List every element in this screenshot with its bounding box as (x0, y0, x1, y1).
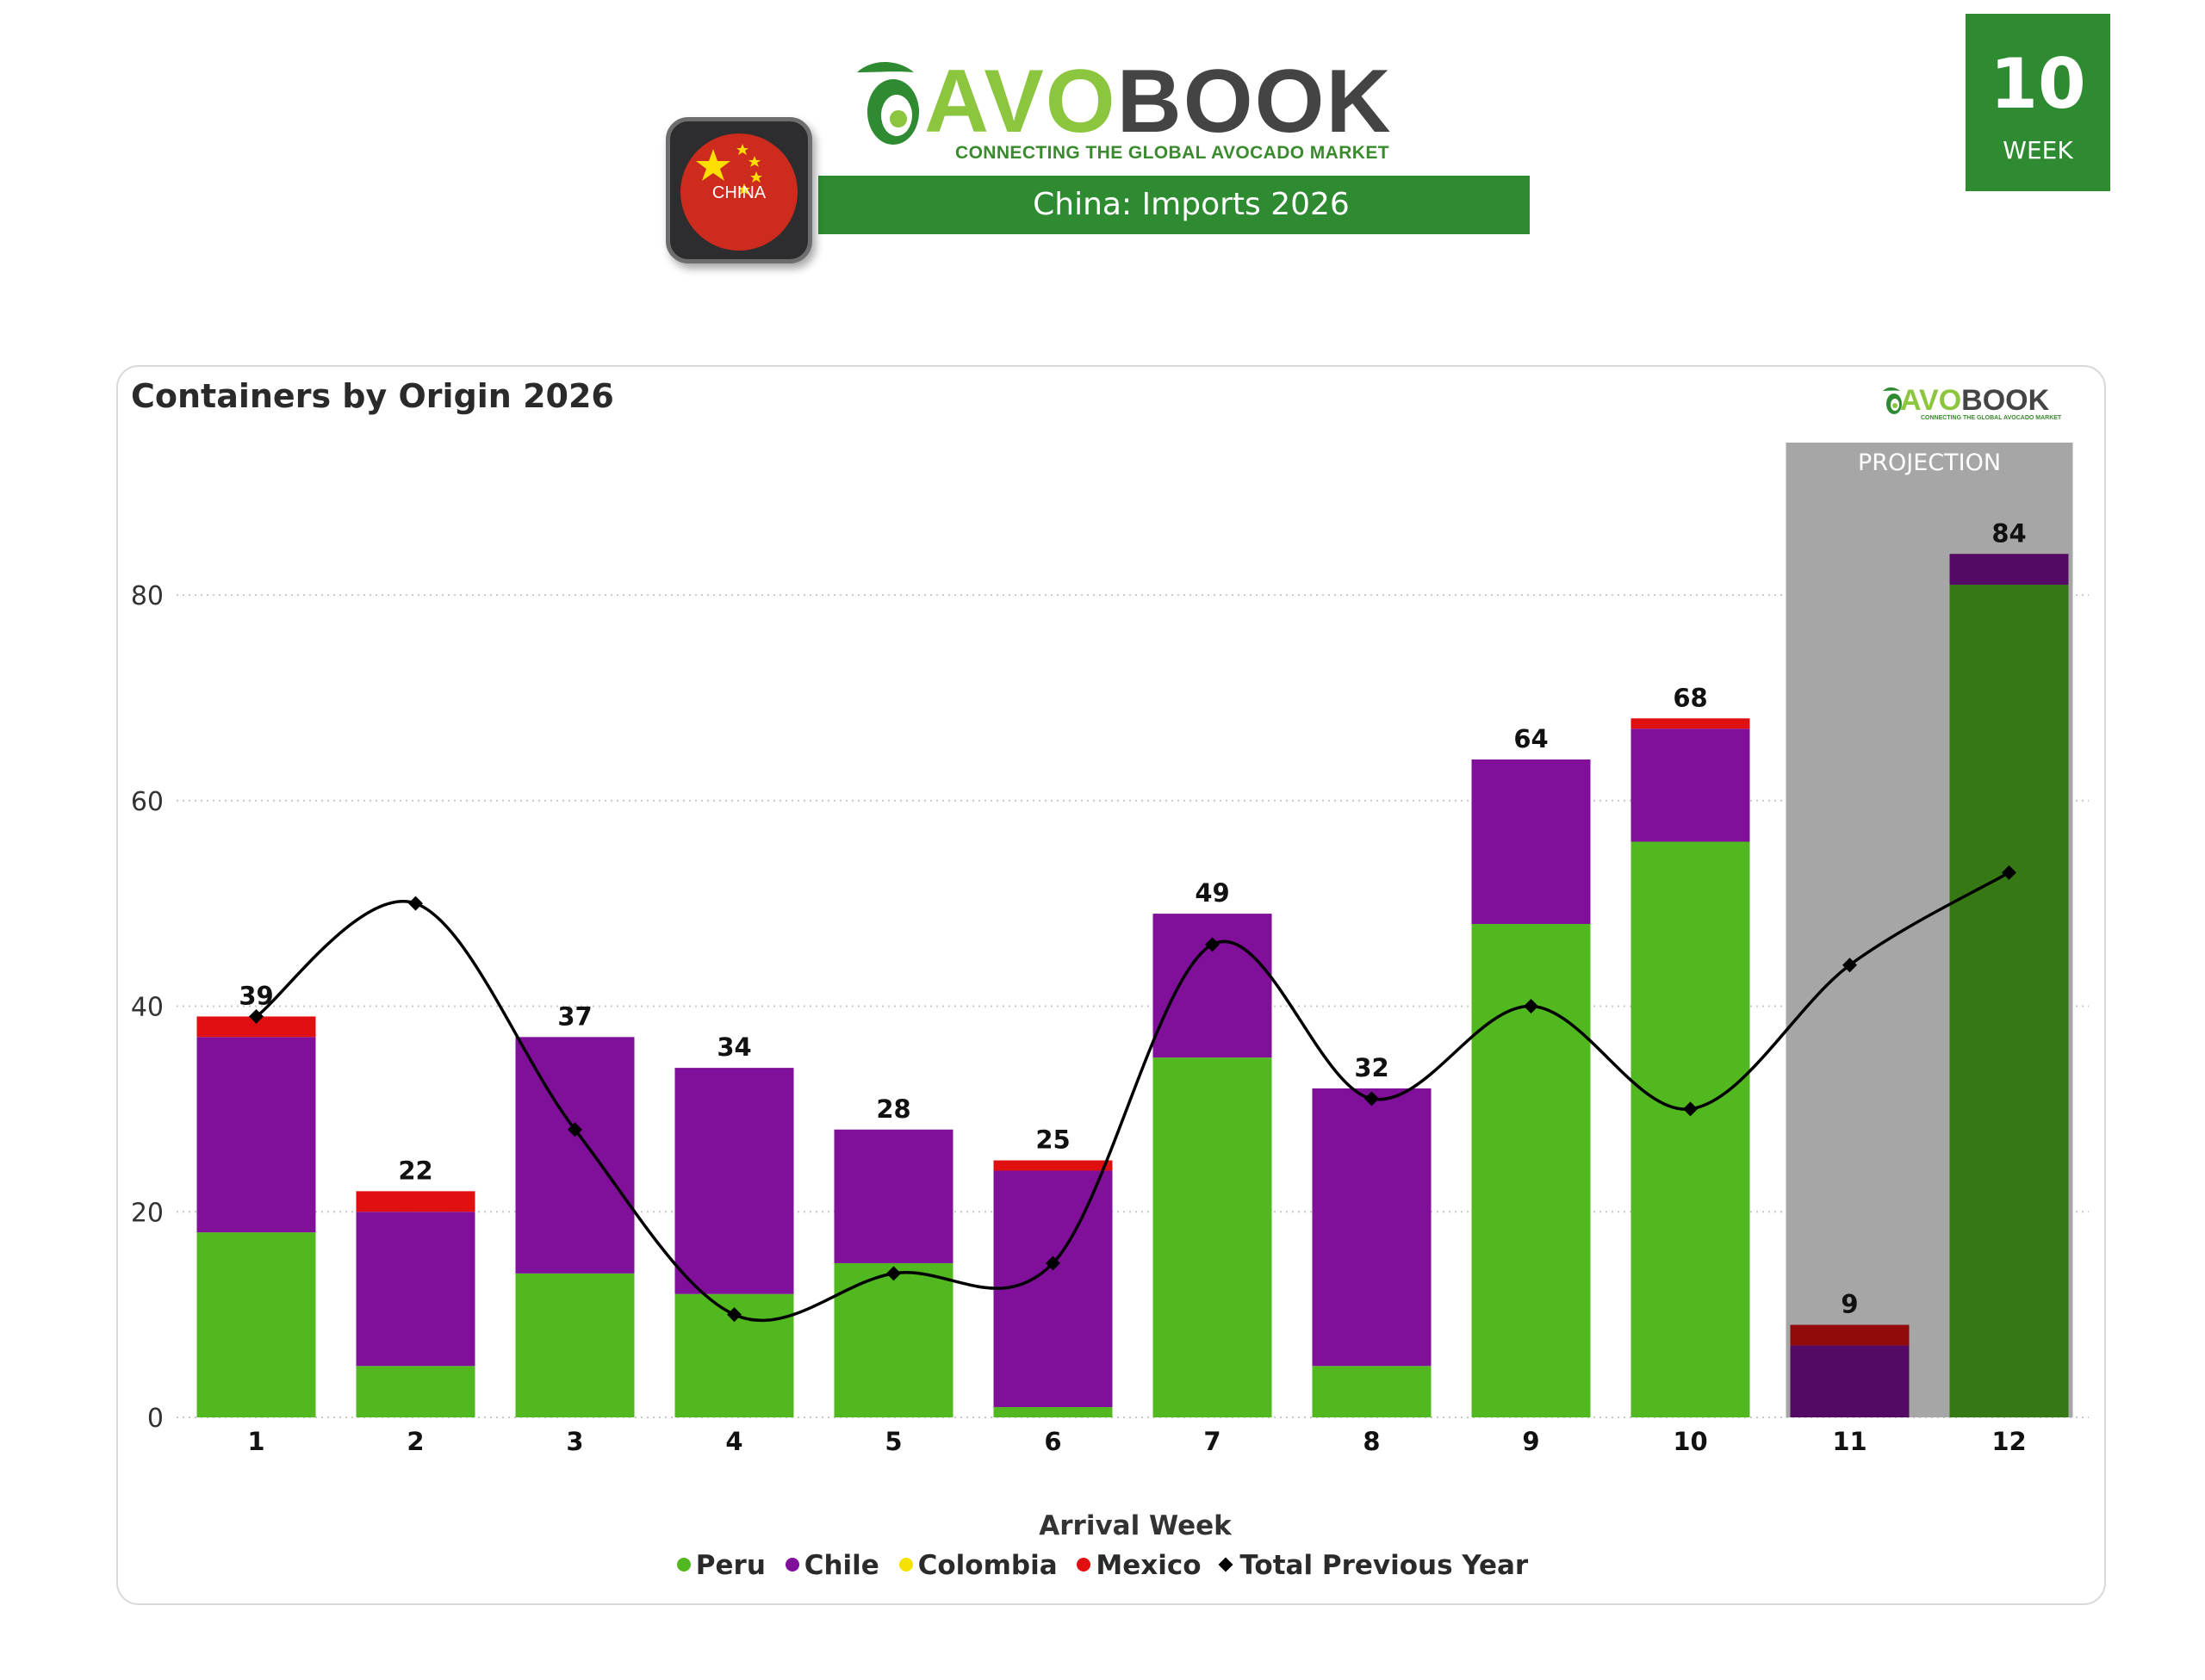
legend: Peru Chile Colombia Mexico Total Previou… (0, 1550, 2205, 1581)
bar-segment-mexico (993, 1160, 1113, 1171)
bar-segment-chile (1949, 554, 2069, 586)
bar-segment-peru (1312, 1366, 1432, 1417)
previous-year-marker (727, 1307, 742, 1323)
bar-segment-chile (1152, 914, 1272, 1058)
bar-segment-chile (196, 1037, 316, 1233)
legend-item-mexico: Mexico (1077, 1550, 1202, 1581)
x-tick-label: 12 (1991, 1427, 2026, 1456)
flag-label: CHINA (711, 183, 767, 202)
bar-total-label: 22 (398, 1156, 432, 1185)
chart-avobook-logo: AVOBOOK CONNECTING THE GLOBAL AVOCADO MA… (1879, 386, 2086, 425)
bar-total-label: 68 (1673, 683, 1707, 712)
bar-total-label: 32 (1354, 1053, 1388, 1082)
y-tick-label: 60 (131, 787, 164, 817)
logo-wordmark: AVOBOOK (924, 52, 1393, 152)
previous-year-marker (1205, 937, 1220, 952)
legend-dot-peru (676, 1557, 691, 1572)
avocado-icon (857, 61, 919, 145)
legend-item-peru: Peru (676, 1550, 766, 1581)
logo-tagline: CONNECTING THE GLOBAL AVOCADO MARKET (955, 143, 1390, 163)
y-tick-label: 40 (131, 993, 164, 1023)
y-tick-label: 20 (131, 1198, 164, 1228)
x-tick-label: 1 (247, 1427, 264, 1456)
bar-segment-chile (1471, 759, 1591, 924)
bar-segment-chile (515, 1037, 635, 1274)
bar-segment-chile (1790, 1345, 1910, 1417)
previous-year-marker (1046, 1255, 1060, 1271)
bar-segment-peru (1471, 924, 1591, 1417)
week-number: 10 (1990, 44, 2086, 124)
legend-dot-mexico (1077, 1557, 1091, 1572)
bar-total-label: 9 (1841, 1290, 1858, 1319)
x-tick-label: 7 (1203, 1427, 1221, 1456)
bar-segment-peru (1152, 1057, 1272, 1417)
x-tick-label: 5 (885, 1427, 902, 1456)
bar-total-label: 25 (1035, 1125, 1070, 1155)
x-tick-label: 6 (1044, 1427, 1061, 1456)
legend-item-chile: Chile (785, 1550, 879, 1581)
bar-segment-mexico (356, 1191, 475, 1212)
week-label: WEEK (2003, 136, 2073, 164)
china-flag-icon: CHINA (680, 133, 798, 251)
week-badge: 10 WEEK (1966, 14, 2110, 191)
bar-segment-peru (196, 1232, 316, 1417)
bar-segment-chile (356, 1212, 475, 1367)
bar-total-label: 49 (1195, 878, 1229, 908)
previous-year-marker (1524, 999, 1538, 1014)
legend-item-total-previous-year: Total Previous Year (1218, 1550, 1528, 1581)
bar-segment-peru (1949, 585, 2069, 1417)
y-tick-label: 80 (131, 581, 164, 611)
bar-segment-peru (356, 1366, 475, 1417)
legend-diamond-icon (1218, 1557, 1233, 1572)
bar-segment-peru (515, 1273, 635, 1417)
previous-year-marker (1683, 1101, 1698, 1117)
chart-title: Containers by Origin 2026 (131, 377, 614, 415)
bar-segment-mexico (1630, 718, 1750, 729)
x-tick-label: 2 (407, 1427, 424, 1456)
bar-total-label: 34 (717, 1032, 751, 1062)
avobook-logo: AVOBOOK CONNECTING THE GLOBAL AVOCADO MA… (840, 53, 1391, 165)
previous-year-marker (886, 1266, 901, 1281)
legend-dot-chile (785, 1557, 799, 1572)
bar-segment-chile (993, 1170, 1113, 1408)
bar-total-label: 28 (876, 1094, 910, 1124)
bar-segment-mexico (1790, 1324, 1910, 1346)
previous-year-marker (1364, 1091, 1379, 1107)
bar-segment-chile (1312, 1088, 1432, 1367)
x-tick-label: 9 (1522, 1427, 1539, 1456)
previous-year-marker (2002, 865, 2016, 880)
bar-total-label: 64 (1513, 724, 1548, 753)
x-tick-label: 10 (1673, 1427, 1707, 1456)
x-axis-title: Arrival Week (1039, 1510, 1233, 1541)
bar-layer (196, 554, 2069, 1417)
grid-layer: 0 20 40 60 80 (131, 581, 2089, 1434)
legend-item-colombia: Colombia (898, 1550, 1058, 1581)
legend-dot-colombia (898, 1557, 913, 1572)
previous-year-marker (408, 896, 423, 911)
x-tick-label: 4 (725, 1427, 742, 1456)
previous-year-marker (1842, 958, 1857, 973)
previous-year-marker (568, 1122, 582, 1138)
china-flag-badge: CHINA (666, 117, 812, 263)
bar-segment-peru (834, 1262, 953, 1417)
line-layer (249, 865, 2016, 1323)
bar-segment-peru (1630, 841, 1750, 1417)
bar-total-label: 84 (1991, 518, 2026, 548)
mini-avocado-icon (1883, 387, 1902, 414)
x-tick-label: 3 (566, 1427, 583, 1456)
y-tick-label: 0 (147, 1404, 164, 1434)
bar-total-label: 39 (239, 981, 273, 1010)
page-title: China: Imports 2026 (818, 176, 1530, 234)
bar-segment-chile (674, 1068, 794, 1294)
projection-label: PROJECTION (1858, 449, 2001, 476)
x-tick-label: 8 (1363, 1427, 1380, 1456)
bar-segment-chile (1630, 728, 1750, 842)
bar-segment-chile (834, 1129, 953, 1263)
bar-segment-peru (993, 1407, 1113, 1417)
bar-segment-mexico (196, 1016, 316, 1038)
bar-total-label: 37 (557, 1001, 592, 1031)
x-tick-label: 11 (1832, 1427, 1866, 1456)
